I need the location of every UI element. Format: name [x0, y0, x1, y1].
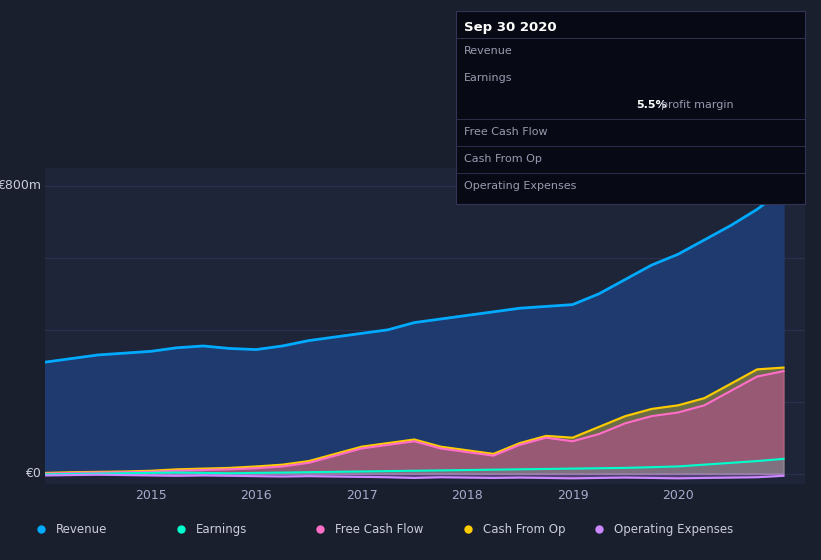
Text: Free Cash Flow: Free Cash Flow	[464, 127, 548, 137]
Text: Cash From Op: Cash From Op	[483, 523, 565, 536]
Text: €0: €0	[25, 467, 41, 480]
Text: 5.5%: 5.5%	[636, 100, 667, 110]
Text: Cash From Op: Cash From Op	[464, 155, 542, 165]
Text: Revenue: Revenue	[56, 523, 108, 536]
Text: Operating Expenses: Operating Expenses	[464, 181, 576, 192]
Text: Sep 30 2020: Sep 30 2020	[464, 21, 557, 34]
Text: Earnings: Earnings	[464, 73, 512, 83]
Text: profit margin: profit margin	[661, 100, 733, 110]
Text: Operating Expenses: Operating Expenses	[614, 523, 733, 536]
Text: Earnings: Earnings	[195, 523, 247, 536]
Text: €800m: €800m	[0, 179, 41, 193]
Text: Free Cash Flow: Free Cash Flow	[335, 523, 424, 536]
Text: Revenue: Revenue	[464, 46, 512, 56]
